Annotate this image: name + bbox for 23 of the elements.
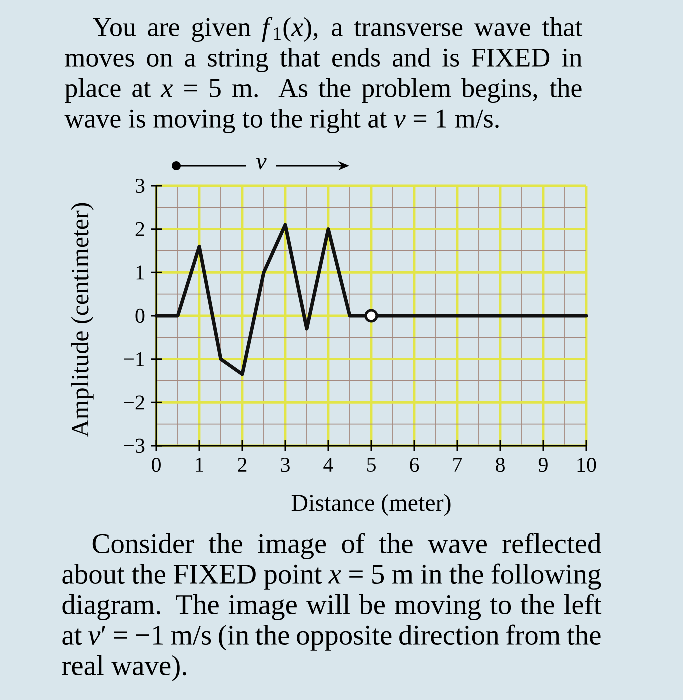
x-tick-label: 5 [368, 458, 376, 472]
x-tick-label: 0 [152, 458, 162, 472]
x-tick-label: 2 [238, 458, 247, 472]
text: Consider the image of the wave reflected about the FIXED point x = 5 m in the following diagram. The image will be moving to the left at v′ = −1 m/s (in the opposite direction from the real wave). [62, 533, 602, 682]
x-tick-label: 10 [578, 458, 596, 472]
y-tick-label: 3 [136, 178, 145, 194]
y-tick-label: −1 [124, 352, 144, 366]
x-tick-label: 3 [282, 458, 290, 472]
x-tick-label: 9 [539, 458, 548, 472]
x-tick-label: 4 [324, 458, 334, 472]
y-tick-label: −2 [124, 396, 145, 410]
y-axis-title: Amplitude (centimeter) [71, 203, 94, 438]
x-tick-label: 1 [196, 458, 204, 472]
y-tick-label: 1 [137, 266, 144, 280]
x-axis-title: Distance (meter) [292, 494, 451, 516]
chart-title: You are given f$_{1}$(x), a transverse wave that moves on a string that ends and is FIXED in place at x = 5 m. As the problem begins, the wave is moving to the right at v = 1 m/s. [64, 17, 583, 134]
y-tick-label: 0 [136, 308, 145, 324]
y-tick-label: 2 [136, 222, 145, 236]
x-tick-label: 7 [454, 458, 462, 472]
text: v [256, 158, 268, 170]
y-tick-label: −3 [124, 438, 145, 454]
x-tick-label: 6 [410, 458, 420, 472]
x-tick-label: 8 [496, 458, 506, 472]
